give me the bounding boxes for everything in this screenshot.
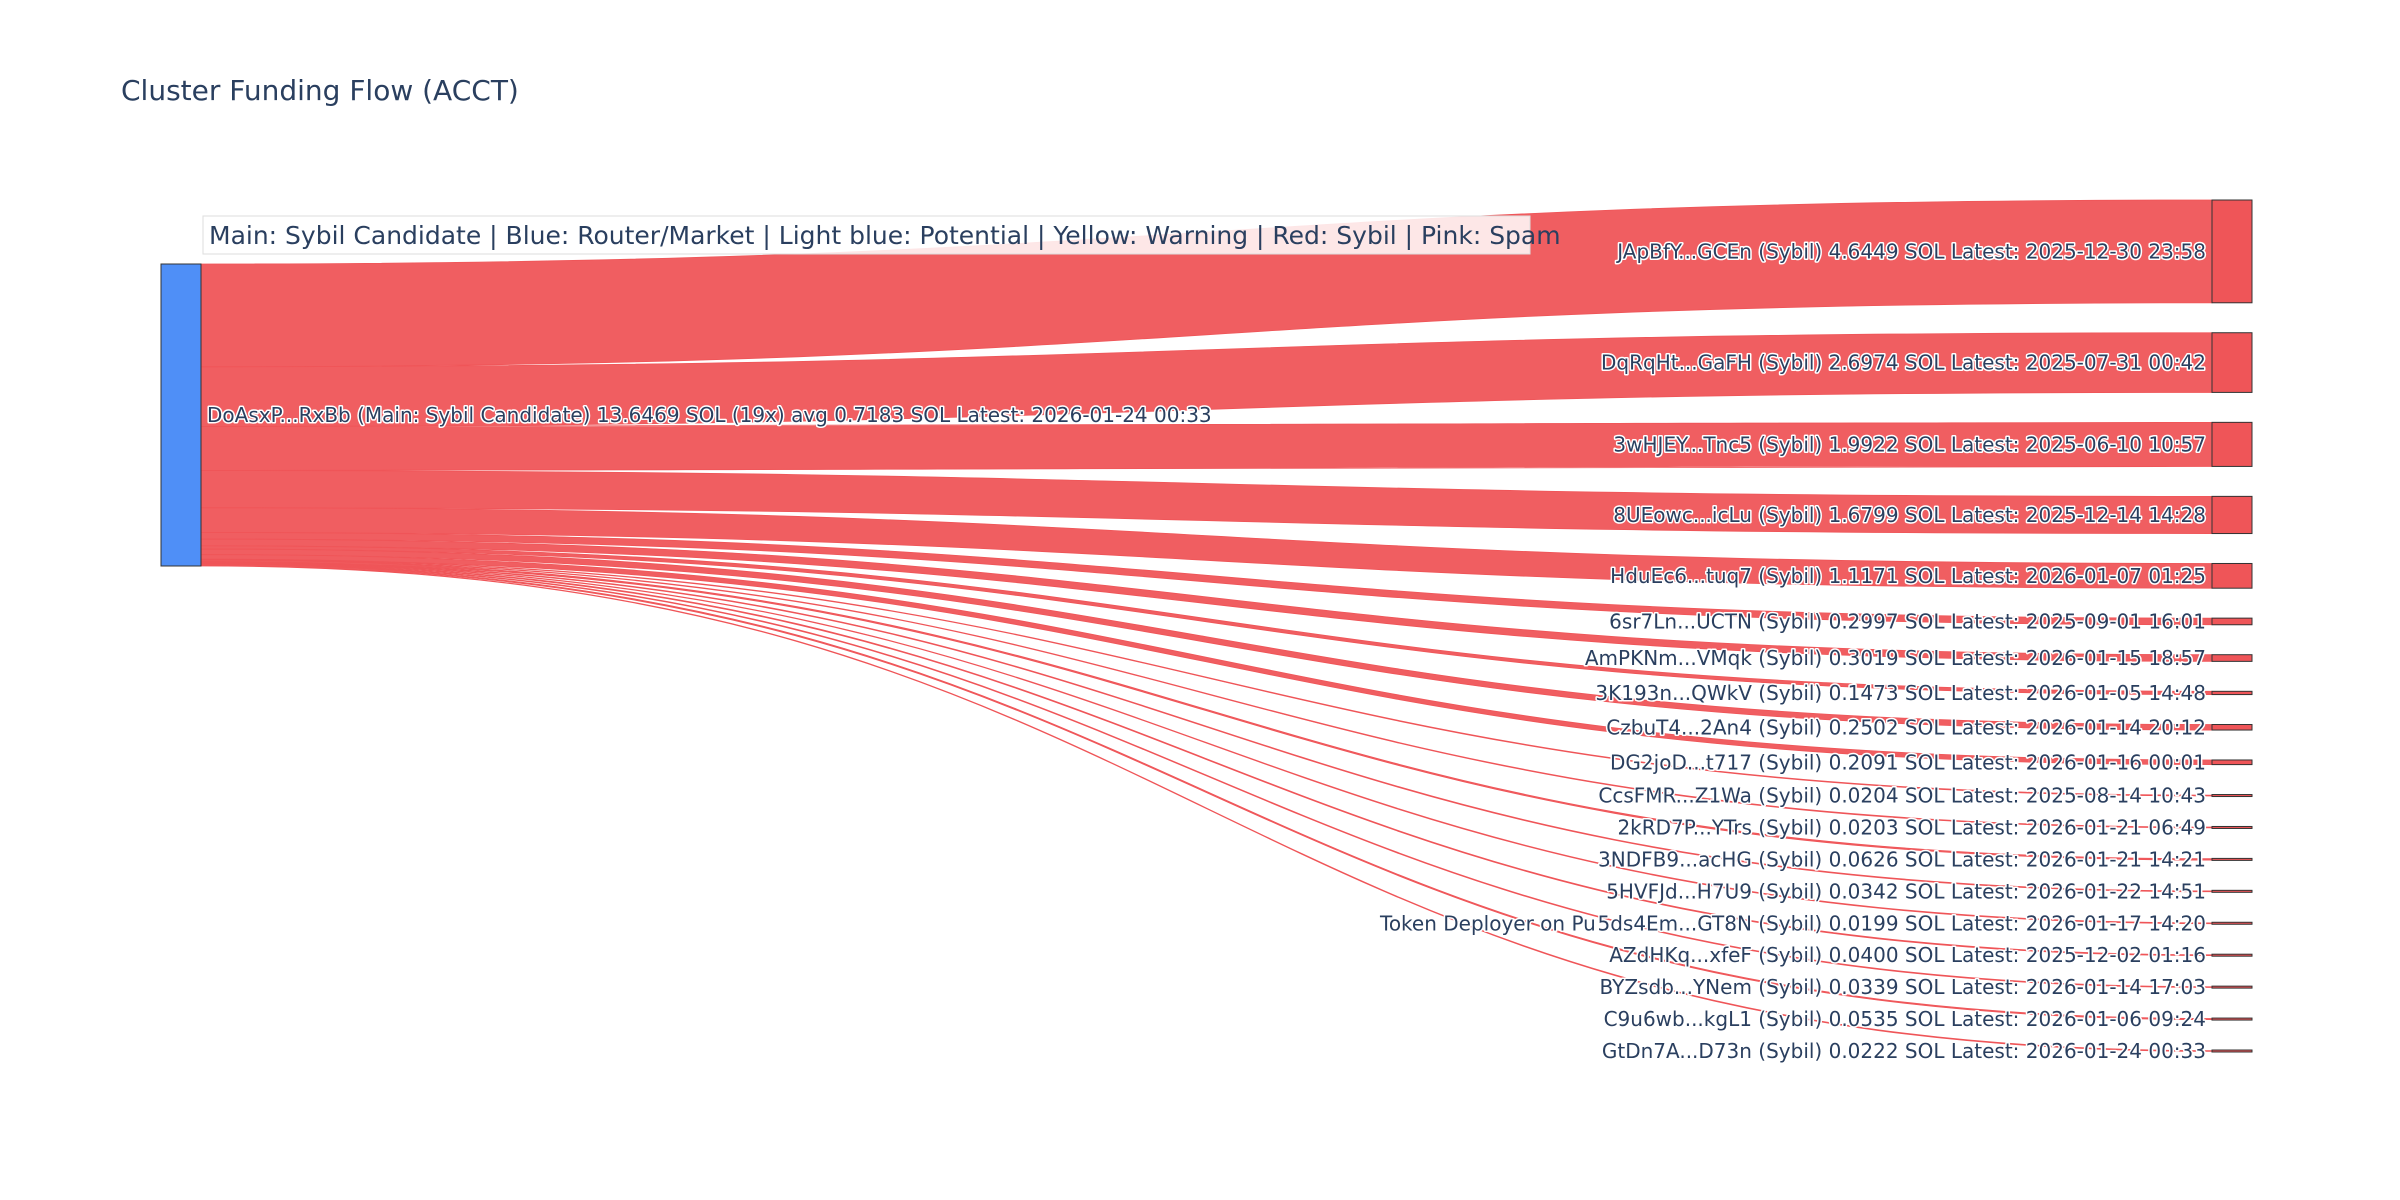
target-node xyxy=(2211,1049,2253,1053)
legend-box: Main: Sybil Candidate | Blue: Router/Mar… xyxy=(202,215,1561,255)
target-node-label: 3NDFB9...acHG (Sybil) 0.0626 SOL Latest:… xyxy=(1598,847,2206,871)
chart-title: Cluster Funding Flow (ACCT) xyxy=(121,74,519,107)
target-node xyxy=(2211,1017,2253,1021)
source-node xyxy=(160,263,202,567)
target-node-label: 3K193n...QWkV (Sybil) 0.1473 SOL Latest:… xyxy=(1595,681,2206,705)
target-node-label: 5ds4Em...GT8N (Sybil) 0.0199 SOL Latest:… xyxy=(1597,911,2206,935)
target-node xyxy=(2211,759,2253,766)
target-node xyxy=(2211,199,2253,304)
target-node xyxy=(2211,921,2253,925)
label-layer: DoAsxP...RxBb (Main: Sybil Candidate) 13… xyxy=(206,238,2208,1065)
source-node-label: DoAsxP...RxBb (Main: Sybil Candidate) 13… xyxy=(207,403,1212,427)
target-node xyxy=(2211,690,2253,696)
target-node xyxy=(2211,794,2253,798)
target-node xyxy=(2211,889,2253,893)
target-node xyxy=(2211,617,2253,626)
target-node-label: 2kRD7P...YTrs (Sybil) 0.0203 SOL Latest:… xyxy=(1617,815,2206,839)
target-node xyxy=(2211,654,2253,662)
target-node xyxy=(2211,825,2253,829)
target-node-label: DG2joD...t717 (Sybil) 0.2091 SOL Latest:… xyxy=(1610,750,2206,774)
target-node xyxy=(2211,953,2253,957)
target-node-label: 6sr7Ln...UCTN (Sybil) 0.2997 SOL Latest:… xyxy=(1609,609,2206,633)
target-node xyxy=(2211,332,2253,393)
target-node-label: C9u6wb...kgL1 (Sybil) 0.0535 SOL Latest:… xyxy=(1604,1007,2206,1031)
target-node-label: DqRqHt...GaFH (Sybil) 2.6974 SOL Latest:… xyxy=(1601,351,2206,375)
target-node-label: HduEc6...tuq7 (Sybil) 1.1171 SOL Latest:… xyxy=(1610,564,2206,588)
target-node-label: 8UEowc...icLu (Sybil) 1.6799 SOL Latest:… xyxy=(1613,503,2206,527)
legend-background xyxy=(202,215,1531,255)
target-node xyxy=(2211,495,2253,535)
target-node-label: 5HVFJd...H7U9 (Sybil) 0.0342 SOL Latest:… xyxy=(1606,879,2206,903)
target-node-label: BYZsdb...YNem (Sybil) 0.0339 SOL Latest:… xyxy=(1600,975,2206,999)
target-node xyxy=(2211,421,2253,467)
legend-text: Main: Sybil Candidate | Blue: Router/Mar… xyxy=(209,221,1561,250)
target-node-label: AmPKNm...VMqk (Sybil) 0.3019 SOL Latest:… xyxy=(1585,646,2206,670)
node-layer xyxy=(160,199,2253,1053)
target-node-label: CzbuT4...2An4 (Sybil) 0.2502 SOL Latest:… xyxy=(1606,715,2206,739)
target-node-label: AZdHKq...xfeF (Sybil) 0.0400 SOL Latest:… xyxy=(1609,943,2206,967)
target-node-label: GtDn7A...D73n (Sybil) 0.0222 SOL Latest:… xyxy=(1602,1039,2206,1063)
target-node-label: 3wHJEY...Tnc5 (Sybil) 1.9922 SOL Latest:… xyxy=(1613,432,2206,456)
target-node xyxy=(2211,562,2253,589)
link-layer xyxy=(200,199,2213,1052)
target-node xyxy=(2211,857,2253,861)
target-node-label: CcsFMR...Z1Wa (Sybil) 0.0204 SOL Latest:… xyxy=(1598,784,2206,808)
token-deployer-label: Token Deployer on Pu xyxy=(1379,911,1596,935)
target-node-label: JApBfY...GCEn (Sybil) 4.6449 SOL Latest:… xyxy=(1615,239,2206,263)
target-node xyxy=(2211,985,2253,989)
target-node xyxy=(2211,724,2253,731)
